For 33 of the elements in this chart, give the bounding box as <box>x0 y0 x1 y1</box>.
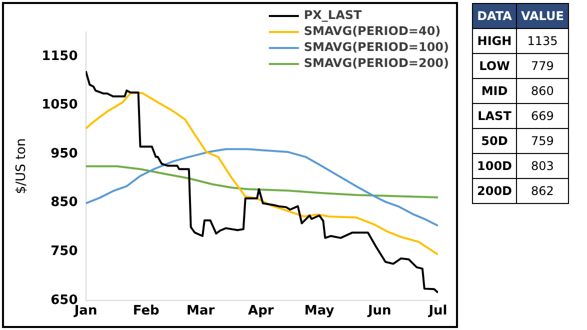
legend-label: SMAVG(PERIOD=40) <box>304 24 441 38</box>
category-label: 50D <box>472 128 517 154</box>
category-label: MID <box>472 78 517 104</box>
y-tick-label: 1150 <box>42 48 78 64</box>
text: VALUE <box>516 4 568 28</box>
y-tick-label: 950 <box>50 146 78 162</box>
category-label: LOW <box>472 54 517 78</box>
x-tick-label: Jun <box>366 304 392 319</box>
category-label: LAST <box>472 104 517 128</box>
legend-label: SMAVG(PERIOD=200) <box>304 56 449 70</box>
data-label: 1135 <box>516 28 568 54</box>
category-label: 200D <box>472 178 517 204</box>
x-tick-label: Jan <box>73 304 98 319</box>
x-tick-label: Feb <box>132 304 160 319</box>
y-tick-label: 750 <box>50 244 78 259</box>
data-label: 779 <box>516 54 568 78</box>
category-label: HIGH <box>472 28 517 54</box>
x-tick-label: May <box>304 304 335 319</box>
data-label: 803 <box>516 154 568 178</box>
y-tick-label: 1050 <box>42 98 78 113</box>
x-tick-label: Mar <box>186 304 216 319</box>
x-tick-label: Jul <box>428 304 448 319</box>
category-label: 100D <box>472 154 517 178</box>
legend-label: PX_LAST <box>304 8 362 22</box>
y-axis-title: $/US ton <box>14 138 30 194</box>
y-tick-label: 850 <box>50 195 78 210</box>
data-label: 862 <box>516 178 568 204</box>
text: DATA <box>472 4 517 28</box>
legend-label: SMAVG(PERIOD=100) <box>304 40 449 54</box>
x-tick-label: Apr <box>248 304 274 319</box>
data-label: 669 <box>516 104 568 128</box>
data-label: 759 <box>516 128 568 154</box>
data-label: 860 <box>516 78 568 104</box>
